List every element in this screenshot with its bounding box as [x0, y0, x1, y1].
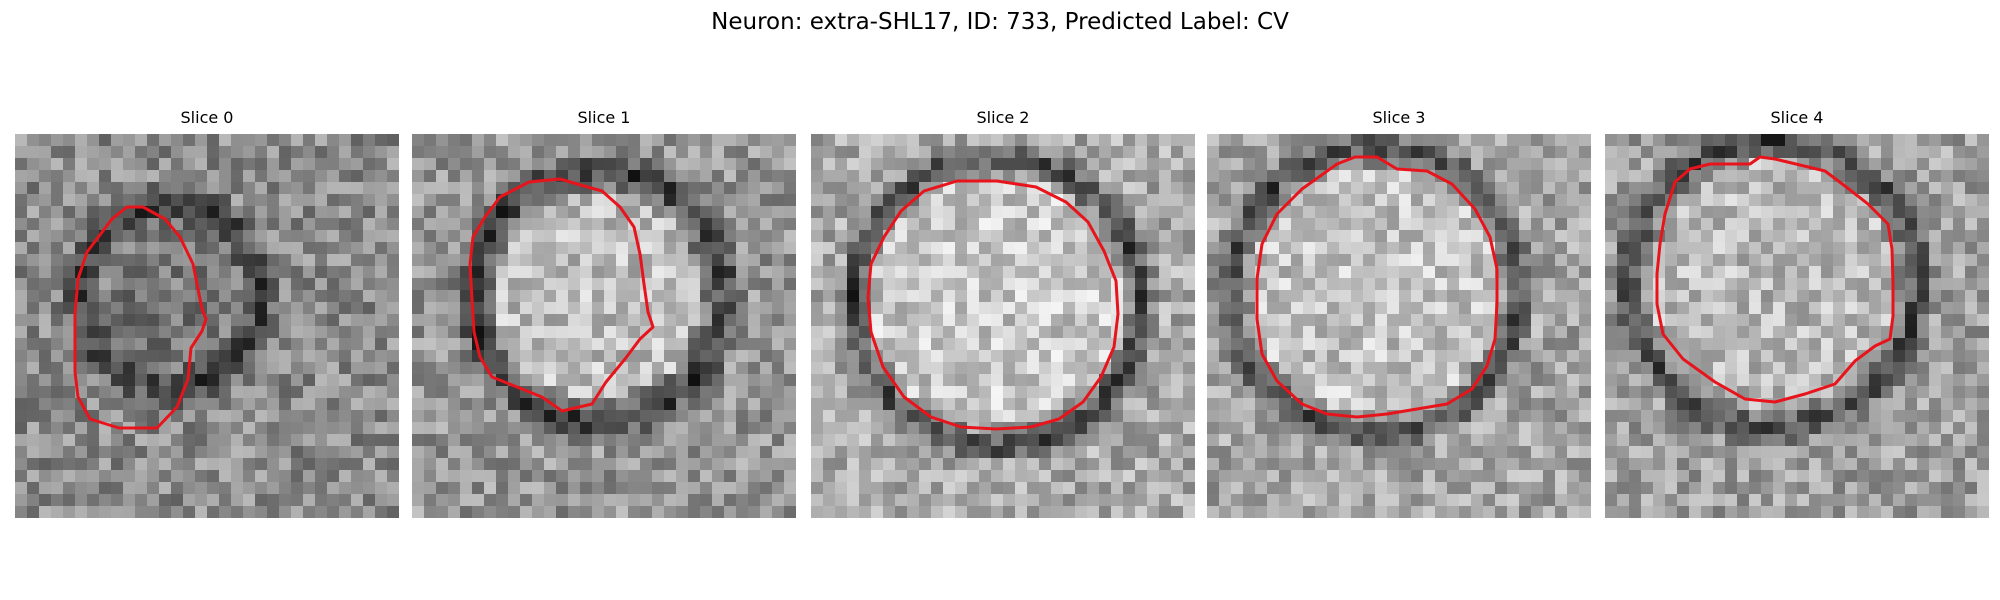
slice-panel-1: Slice 1	[412, 108, 796, 518]
slice-panel-4: Slice 4	[1605, 108, 1989, 518]
segmentation-contour	[73, 205, 208, 430]
segmentation-contour	[1655, 155, 1895, 404]
grayscale-microscopy-image	[1207, 134, 1591, 518]
slice-title: Slice 3	[1372, 108, 1426, 127]
figure-title: Neuron: extra-SHL17, ID: 733, Predicted …	[711, 9, 1289, 35]
grayscale-microscopy-image	[412, 134, 796, 518]
slice-image-frame	[412, 134, 796, 518]
segmentation-contour	[468, 177, 655, 413]
grayscale-microscopy-image	[811, 134, 1195, 518]
slice-title: Slice 2	[976, 108, 1030, 127]
contour-outline	[1255, 155, 1499, 419]
slice-image-frame	[1207, 134, 1591, 518]
contour-outline	[468, 177, 655, 413]
contour-outline	[866, 179, 1120, 431]
slice-panel-3: Slice 3	[1207, 108, 1591, 518]
slice-title: Slice 4	[1770, 108, 1824, 127]
contour-outline	[73, 205, 208, 430]
segmentation-contour	[1255, 155, 1499, 419]
slice-panel-2: Slice 2	[811, 108, 1195, 518]
slice-image-frame	[15, 134, 399, 518]
contour-outline	[1655, 155, 1895, 404]
grayscale-microscopy-image	[15, 134, 399, 518]
slice-panel-0: Slice 0	[15, 108, 399, 518]
slice-image-frame	[1605, 134, 1989, 518]
slice-title: Slice 0	[180, 108, 234, 127]
segmentation-contour	[866, 179, 1120, 431]
slice-image-frame	[811, 134, 1195, 518]
slice-title: Slice 1	[577, 108, 631, 127]
